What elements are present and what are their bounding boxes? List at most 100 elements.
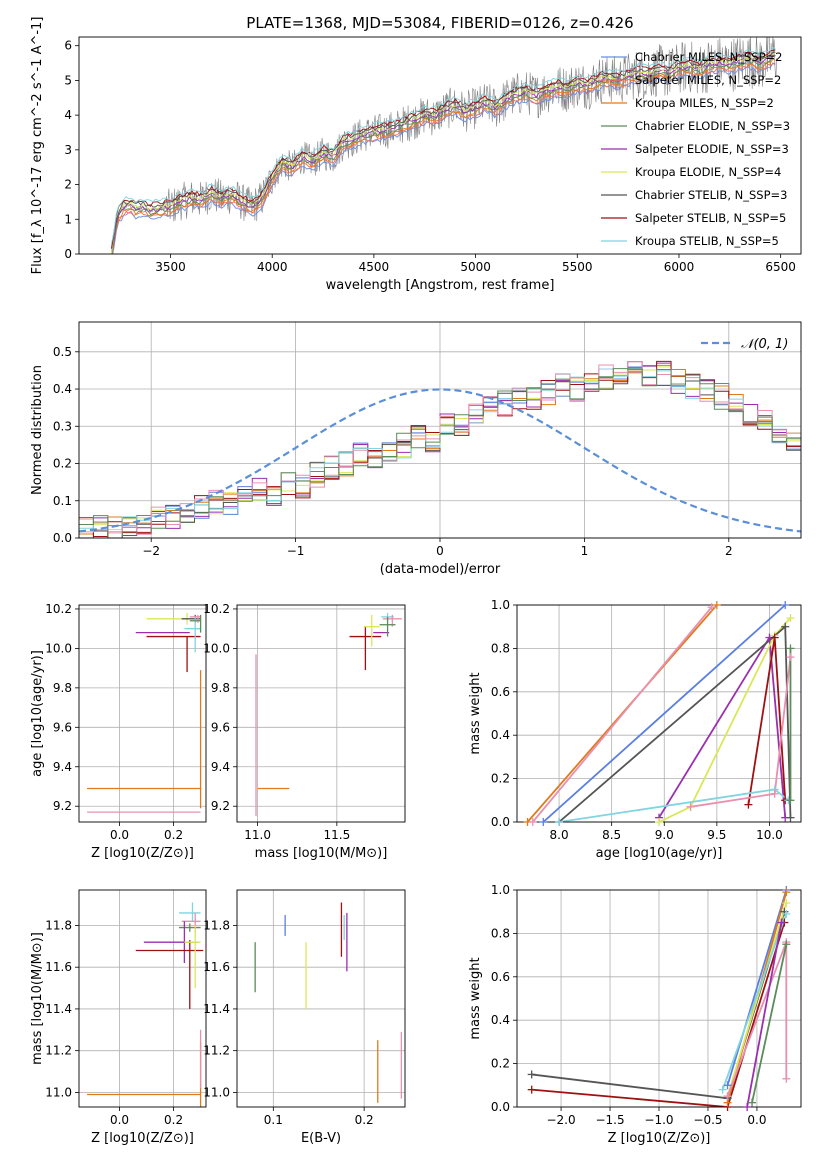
x-tick-label: 0.0 bbox=[110, 828, 129, 842]
x-tick-label: 9.0 bbox=[655, 828, 674, 842]
y-tick-label: 0 bbox=[64, 247, 72, 261]
legend-label: Kroupa ELODIE, N_SSP=4 bbox=[635, 165, 781, 179]
legend-label: Chabrier MILES, N_SSP=2 bbox=[635, 50, 782, 64]
model-series-line bbox=[111, 55, 776, 254]
x-tick-label: 0.0 bbox=[110, 1113, 129, 1127]
y-tick-label: 0.8 bbox=[491, 641, 510, 655]
x-tick-label: 8.5 bbox=[602, 828, 621, 842]
weight-series-line bbox=[746, 922, 783, 1107]
y-tick-label: 9.8 bbox=[211, 681, 230, 695]
x-tick-label: 5500 bbox=[562, 260, 593, 274]
y-tick-label: 9.6 bbox=[53, 720, 72, 734]
axes-mass_vs_EBV: 0.1 0.2 11.0 11.2 11.4 11.6 11.8 E(B-V) bbox=[203, 889, 406, 1146]
x-tick-label: 6000 bbox=[664, 260, 695, 274]
histogram-series bbox=[79, 368, 801, 533]
model-series-line bbox=[111, 58, 776, 254]
x-tick-label: 0.1 bbox=[264, 1113, 283, 1127]
y-tick-label: 10.0 bbox=[45, 641, 72, 655]
y-tick-label: 10.2 bbox=[203, 602, 230, 616]
x-tick-label: 0.0 bbox=[747, 1113, 766, 1127]
x-axis-label: E(B-V) bbox=[301, 1131, 341, 1146]
x-tick-label: 0.2 bbox=[355, 1113, 374, 1127]
weight-series-line bbox=[721, 913, 788, 1090]
legend-label: Chabrier ELODIE, N_SSP=3 bbox=[635, 119, 790, 133]
plot-area bbox=[531, 890, 788, 1107]
axes-age_vs_Z: 0.0 0.2 9.2 9.4 9.6 9.8 10.0 10.2 Z [log10(Z/Z⊙)… bbox=[30, 602, 207, 861]
x-tick-label: 4000 bbox=[257, 260, 288, 274]
x-tick-label: 5000 bbox=[460, 260, 491, 274]
axes-residuals: −2 −1 0 1 2 0.0 0.1 0.2 0.3 0.4 0.5 (data-model)/er… bbox=[30, 321, 802, 577]
y-tick-label: 1 bbox=[64, 212, 72, 226]
y-tick-label: 0.4 bbox=[53, 382, 72, 396]
x-tick-label: 9.5 bbox=[707, 828, 726, 842]
normal-curve bbox=[79, 388, 801, 533]
axes-frame bbox=[78, 36, 802, 255]
y-tick-label: 9.4 bbox=[211, 760, 230, 774]
legend-label: Salpeter ELODIE, N_SSP=3 bbox=[635, 142, 789, 156]
y-axis-label: mass weight bbox=[468, 957, 483, 1039]
axes-frame bbox=[516, 889, 802, 1108]
legend-label: Kroupa MILES, N_SSP=2 bbox=[635, 96, 774, 110]
y-tick-label: 9.2 bbox=[211, 799, 230, 813]
weight-series-line bbox=[531, 911, 786, 1100]
weight-series-line bbox=[751, 944, 788, 1103]
axes-age_vs_mass: 11.0 11.5 9.2 9.4 9.6 9.8 10.0 10.2 mass [log10(… bbox=[203, 602, 406, 861]
model-series-line bbox=[112, 62, 776, 254]
plots: 3500 4000 4500 5000 5500 6000 6500 0 1 2 3 4 5 6 wavel… bbox=[30, 17, 802, 1146]
legend-label: 𝒩(0, 1) bbox=[741, 337, 788, 352]
y-axis-label: Flux [f_λ 10^-17 erg cm^-2 s^-1 A^-1] bbox=[30, 17, 45, 275]
x-axis-label: Z [log10(Z/Z⊙)] bbox=[608, 1131, 711, 1146]
y-tick-label: 0.4 bbox=[491, 1013, 510, 1027]
y-tick-label: 9.4 bbox=[53, 760, 72, 774]
x-tick-label: 1 bbox=[581, 544, 589, 558]
y-axis-label: Normed distribution bbox=[30, 365, 45, 495]
x-axis-label: mass [log10(M/M⊙)] bbox=[255, 846, 388, 861]
weight-series-line bbox=[726, 902, 788, 1097]
x-tick-label: −1 bbox=[287, 544, 305, 558]
y-tick-label: 11.2 bbox=[45, 1044, 72, 1058]
axes-spectrum: 3500 4000 4500 5000 5500 6000 6500 0 1 2 3 4 5 6 wavel… bbox=[30, 17, 802, 293]
plot-area bbox=[79, 360, 801, 538]
axes-mass_weight_vs_age: 8.0 8.5 9.0 9.5 10.0 0.0 0.2 0.4 0.6 0.8 1.0 age [l… bbox=[468, 598, 802, 861]
x-tick-label: 0.2 bbox=[164, 828, 183, 842]
y-tick-label: 9.8 bbox=[53, 681, 72, 695]
histogram-series bbox=[79, 367, 801, 538]
y-tick-label: 0.2 bbox=[53, 457, 72, 471]
histogram-series bbox=[79, 366, 801, 531]
legend-label: Salpeter STELIB, N_SSP=5 bbox=[635, 211, 786, 225]
y-tick-label: 2 bbox=[64, 178, 72, 192]
x-axis-label: wavelength [Angstrom, rest frame] bbox=[326, 278, 555, 293]
y-tick-label: 11.0 bbox=[45, 1085, 72, 1099]
y-tick-label: 11.4 bbox=[45, 1002, 72, 1016]
y-tick-label: 11.6 bbox=[45, 960, 72, 974]
legend-label: Salpeter MILES, N_SSP=2 bbox=[635, 73, 781, 87]
x-tick-label: 11.5 bbox=[323, 828, 350, 842]
y-tick-label: 10.2 bbox=[45, 602, 72, 616]
x-tick-label: 4500 bbox=[359, 260, 390, 274]
plot-area bbox=[87, 612, 202, 813]
axes-frame bbox=[236, 889, 406, 1108]
axes-frame bbox=[78, 604, 207, 823]
x-axis-label: (data-model)/error bbox=[380, 562, 501, 577]
legend-label: Kroupa STELIB, N_SSP=5 bbox=[635, 234, 779, 248]
weight-series-line bbox=[542, 605, 786, 822]
y-tick-label: 0.4 bbox=[491, 728, 510, 742]
model-series-line bbox=[111, 51, 776, 254]
y-tick-label: 11.4 bbox=[203, 1002, 230, 1016]
x-tick-label: −1.5 bbox=[595, 1113, 624, 1127]
y-tick-label: 0.6 bbox=[491, 685, 510, 699]
y-tick-label: 1.0 bbox=[491, 598, 510, 612]
weight-series-line bbox=[726, 890, 788, 1086]
y-axis-label: mass [log10(M/M⊙)] bbox=[30, 932, 45, 1065]
axes-mass_weight_vs_Z: −2.0 −1.5 −1.0 −0.5 0.0 0.0 0.2 0.4 0.6 0.8 1.0 Z [… bbox=[468, 883, 802, 1146]
x-tick-label: 2 bbox=[725, 544, 733, 558]
x-tick-label: −2.0 bbox=[546, 1113, 575, 1127]
x-tick-label: 0 bbox=[436, 544, 444, 558]
y-tick-label: 0.8 bbox=[491, 926, 510, 940]
x-axis-label: age [log10(age/yr)] bbox=[596, 846, 723, 861]
y-tick-label: 6 bbox=[64, 39, 72, 53]
y-tick-label: 9.6 bbox=[211, 720, 230, 734]
weight-series-line bbox=[531, 922, 786, 1107]
y-tick-label: 11.8 bbox=[203, 918, 230, 932]
y-tick-label: 5 bbox=[64, 73, 72, 87]
